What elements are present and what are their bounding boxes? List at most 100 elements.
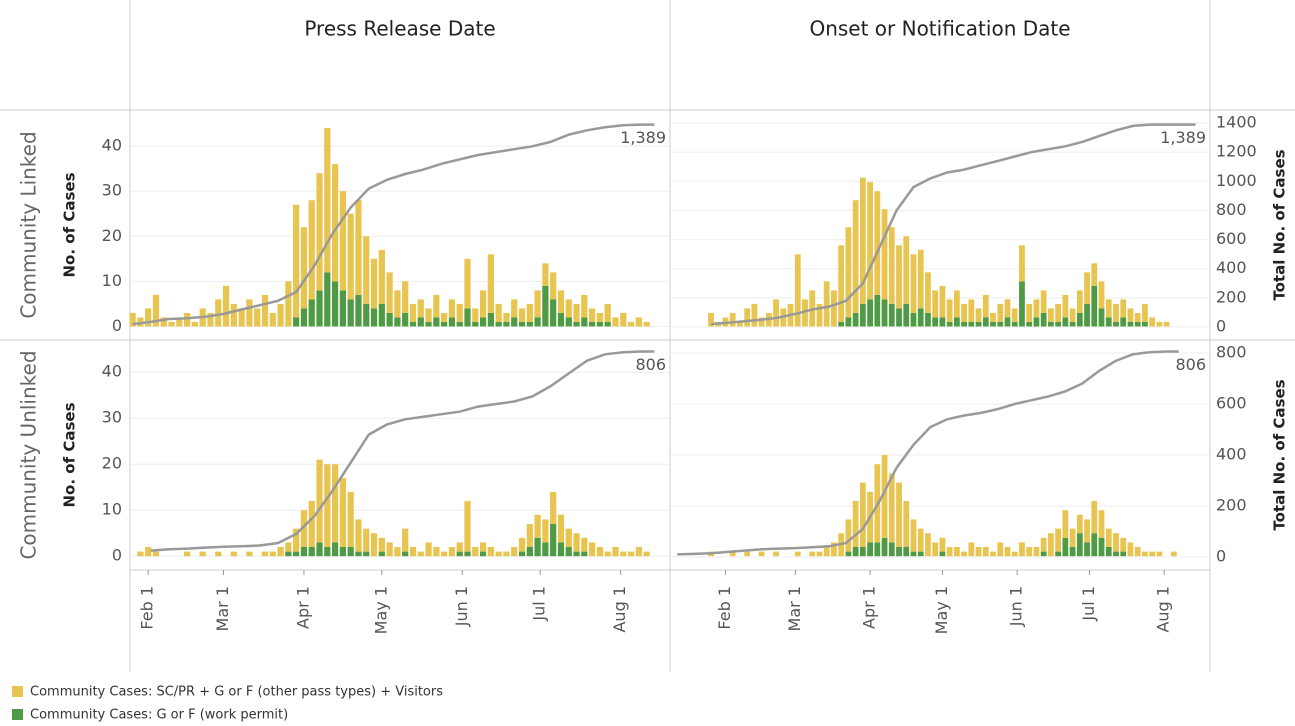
bar-yellow: [953, 290, 960, 318]
bar-green: [838, 321, 845, 327]
bar-yellow: [939, 285, 946, 318]
y-tick-label: 20: [102, 226, 122, 245]
column-title: Onset or Notification Date: [809, 17, 1070, 41]
bar-yellow: [1149, 317, 1156, 327]
bar-green: [874, 294, 881, 327]
bar-green: [355, 551, 362, 557]
y-tick-label: 0: [112, 316, 122, 335]
bar-green: [565, 547, 572, 557]
bar-yellow: [448, 547, 456, 557]
bar-green: [997, 321, 1004, 327]
bar-yellow: [946, 547, 953, 557]
bar-green: [557, 312, 565, 327]
bar-yellow: [526, 303, 533, 322]
bar-yellow: [339, 191, 346, 291]
bar-yellow: [751, 303, 758, 327]
bar-yellow: [557, 290, 565, 313]
bar-green: [526, 321, 533, 327]
bar-green: [308, 547, 315, 557]
bar-yellow: [1127, 542, 1134, 557]
bar-yellow: [896, 245, 902, 309]
bar-yellow: [503, 551, 510, 557]
bar-yellow: [1076, 514, 1083, 534]
bar-green: [347, 299, 354, 327]
legend-label: Community Cases: G or F (work permit): [30, 708, 288, 723]
bar-yellow: [990, 551, 996, 557]
bar-green: [1091, 285, 1098, 327]
bar-yellow: [953, 547, 960, 557]
bar-yellow: [1134, 312, 1141, 322]
bar-yellow: [534, 290, 541, 318]
bar-yellow: [277, 303, 284, 327]
bar-green: [324, 272, 331, 327]
bar-yellow: [199, 551, 206, 557]
row-label: Community Unlinked: [17, 350, 41, 559]
bar-yellow: [347, 213, 354, 300]
bar-yellow: [573, 533, 580, 552]
bar-yellow: [495, 303, 502, 322]
bar-yellow: [550, 491, 557, 524]
bar-yellow: [511, 547, 518, 557]
bar-yellow: [612, 547, 619, 557]
bar-green: [896, 547, 902, 557]
x-tick-label: Aug 1: [610, 586, 629, 633]
bar-yellow: [1091, 501, 1098, 534]
bar-yellow: [1019, 245, 1025, 282]
bar-yellow: [939, 537, 946, 552]
bar-yellow: [261, 294, 269, 327]
bar-yellow: [896, 482, 902, 547]
bar-yellow: [845, 227, 852, 318]
bar-green: [402, 551, 409, 557]
bar-yellow: [324, 464, 331, 547]
bar-green: [1026, 321, 1033, 327]
bar-yellow: [378, 249, 385, 304]
bar-yellow: [1149, 551, 1156, 557]
y2-tick-label: 800: [1216, 343, 1247, 362]
bar-green: [1098, 308, 1105, 327]
y2-tick-label: 200: [1216, 287, 1247, 306]
bar-yellow: [604, 303, 611, 322]
bar-yellow: [160, 317, 167, 327]
bar-yellow: [557, 514, 565, 543]
bar-yellow: [581, 294, 588, 318]
bar-yellow: [246, 299, 253, 327]
y-tick-label: 40: [102, 136, 122, 155]
bar-yellow: [635, 317, 642, 327]
bar-yellow: [802, 299, 808, 327]
legend-swatch: [12, 709, 23, 720]
row-label: Community Linked: [17, 131, 41, 318]
bar-green: [339, 290, 346, 327]
bar-yellow: [1055, 303, 1062, 322]
bar-yellow: [542, 519, 549, 543]
bar-yellow: [456, 542, 463, 552]
bar-yellow: [308, 501, 315, 547]
bar-yellow: [596, 547, 604, 557]
bar-yellow: [573, 303, 580, 322]
bar-yellow: [565, 299, 572, 318]
bar-green: [845, 551, 852, 557]
bar-yellow: [347, 491, 354, 547]
bar-green: [845, 317, 852, 327]
bar-green: [293, 551, 300, 557]
bar-green: [409, 321, 417, 327]
bar-yellow: [402, 281, 409, 313]
x-tick-label: Apr 1: [860, 586, 879, 629]
bar-yellow: [386, 542, 393, 557]
bar-green: [464, 308, 471, 327]
y-tick-label: 20: [102, 454, 122, 473]
bar-yellow: [487, 254, 494, 313]
bar-yellow: [300, 227, 308, 309]
bar-green: [565, 317, 572, 327]
cumulative-line: [710, 123, 1196, 326]
bar-yellow: [881, 209, 888, 300]
bar-yellow: [137, 551, 144, 557]
bar-yellow: [708, 312, 714, 327]
bar-yellow: [1098, 281, 1105, 309]
bar-yellow: [409, 547, 417, 557]
bar-green: [1105, 547, 1112, 557]
bar-yellow: [355, 519, 362, 552]
bar-yellow: [946, 299, 953, 322]
bar-yellow: [191, 321, 199, 327]
bar-yellow: [990, 312, 996, 322]
